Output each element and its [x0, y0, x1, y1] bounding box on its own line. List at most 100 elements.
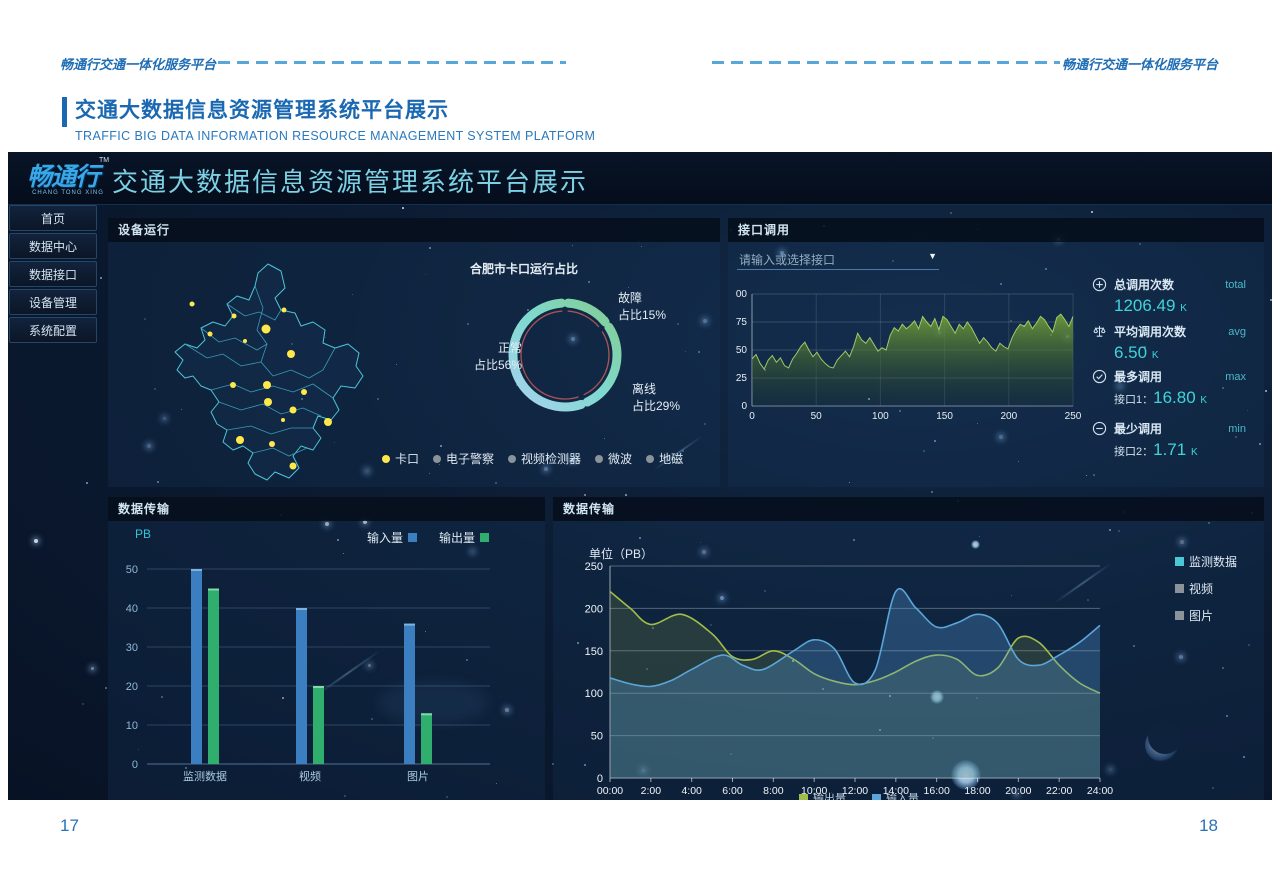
legend-swatch [595, 454, 604, 463]
svg-text:250: 250 [585, 561, 603, 573]
bottom-legend-item-0[interactable]: 输出量 [799, 790, 846, 800]
dashboard-title: 交通大数据信息资源管理系统平台展示 [112, 167, 589, 197]
legend-swatch [480, 533, 489, 542]
legend-swatch [382, 454, 390, 463]
page-subtitle: TRAFFIC BIG DATA INFORMATION RESOURCE MA… [75, 129, 596, 143]
scale-icon [1092, 324, 1107, 339]
device-legend-item-4[interactable]: 地磁 [646, 450, 683, 467]
star [82, 703, 85, 706]
svg-text:22:00: 22:00 [1046, 785, 1072, 797]
star [105, 687, 108, 690]
legend-label: 监测数据 [1189, 555, 1238, 569]
circle-check-icon [1092, 369, 1107, 384]
stat-total: 总调用次数 total 1206.49 K [1092, 276, 1260, 316]
svg-text:2:00: 2:00 [641, 785, 662, 797]
sidebar-item-2[interactable]: 数据接口 [9, 261, 97, 287]
legend-swatch [1175, 584, 1184, 593]
svg-text:图片: 图片 [407, 770, 429, 783]
stat-tag: max [1225, 370, 1246, 383]
star [34, 539, 38, 543]
chevron-down-icon[interactable]: ▼ [928, 251, 937, 261]
star [100, 277, 102, 279]
svg-text:30: 30 [126, 642, 138, 654]
svg-text:100: 100 [736, 289, 747, 300]
y-axis-unit-label: PB [135, 527, 152, 541]
sidebar-item-1[interactable]: 数据中心 [9, 233, 97, 259]
svg-text:视频: 视频 [299, 769, 321, 783]
svg-text:0: 0 [132, 759, 138, 771]
stat-value: 1206.49 [1114, 296, 1176, 315]
donut-label-offline: 离线 占比29% [632, 382, 681, 413]
legend-label: 地磁 [659, 452, 684, 466]
stat-unit: K [1190, 447, 1198, 458]
bar-legend-item-0[interactable]: 输入量 [367, 529, 417, 546]
side-legend-item-2[interactable]: 图片 [1175, 607, 1237, 624]
star [1270, 299, 1272, 301]
legend-label: 输出量 [813, 793, 846, 800]
stat-prefix: 接口2： [1114, 446, 1154, 458]
sidebar-item-3[interactable]: 设备管理 [9, 289, 97, 315]
donut-label-fault: 故障 占比15% [618, 291, 667, 322]
svg-text:150: 150 [936, 411, 953, 422]
stat-value: 16.80 [1153, 388, 1196, 407]
header-dashed-line-left [218, 61, 566, 64]
circle-minus-icon [1092, 421, 1107, 436]
star [402, 207, 404, 209]
legend-swatch [799, 793, 808, 800]
legend-swatch [872, 793, 881, 800]
side-legend-item-1[interactable]: 视频 [1175, 580, 1237, 597]
svg-text:50: 50 [736, 345, 747, 356]
stat-label: 最多调用 [1114, 370, 1163, 384]
star [86, 482, 88, 484]
stat-unit: K [1200, 395, 1208, 406]
device-legend-item-3[interactable]: 微波 [595, 450, 632, 467]
bottom-legend-item-1[interactable]: 输入量 [872, 790, 919, 800]
bar-chart-legend: 输入量 输出量 [367, 529, 489, 546]
svg-text:12:00: 12:00 [842, 785, 868, 797]
svg-text:0: 0 [749, 411, 755, 422]
svg-text:100: 100 [872, 411, 889, 422]
logo-trademark: TM [98, 157, 110, 164]
side-legend-item-0[interactable]: 监测数据 [1175, 553, 1237, 570]
svg-text:16:00: 16:00 [924, 785, 950, 797]
svg-text:50: 50 [811, 411, 823, 422]
bar-legend-item-1[interactable]: 输出量 [439, 529, 489, 546]
device-legend-item-0[interactable]: 卡口 [382, 450, 419, 467]
stat-value: 6.50 [1114, 343, 1148, 362]
timeseries-side-legend: 监测数据 视频 图片 [1175, 553, 1237, 624]
legend-swatch [508, 454, 517, 463]
page-title: 交通大数据信息资源管理系统平台展示 [75, 99, 449, 122]
stat-min: 最少调用 min 接口2：1.71 K [1092, 420, 1260, 460]
legend-label: 视频检测器 [521, 452, 582, 466]
legend-label: 输出量 [438, 531, 475, 545]
stat-avg: 平均调用次数 avg 6.50 K [1092, 323, 1260, 363]
panel-device-title: 设备运行 [108, 218, 720, 242]
star [1091, 211, 1094, 214]
legend-label: 视频 [1189, 582, 1214, 596]
star [950, 212, 953, 215]
svg-text:20: 20 [126, 681, 138, 693]
crescent-moon [1145, 720, 1182, 762]
title-accent-bar [62, 97, 67, 127]
legend-swatch [1175, 611, 1184, 620]
stat-tag: min [1228, 422, 1246, 435]
star [1265, 390, 1268, 393]
star [625, 494, 627, 496]
sidebar-item-0[interactable]: 首页 [9, 205, 97, 231]
star [931, 491, 934, 494]
legend-swatch [646, 454, 655, 463]
sidebar-item-4[interactable]: 系统配置 [9, 317, 97, 343]
api-select-dropdown[interactable]: 请输入或选择接口 ▼ [737, 248, 939, 270]
dropdown-placeholder: 请输入或选择接口 [739, 253, 836, 267]
svg-text:00:00: 00:00 [597, 785, 623, 797]
legend-label: 输入量 [886, 793, 919, 800]
stat-tag: avg [1228, 325, 1246, 338]
svg-text:8:00: 8:00 [763, 785, 784, 797]
device-legend-item-2[interactable]: 视频检测器 [508, 450, 581, 467]
device-legend-item-1[interactable]: 电子警察 [433, 450, 494, 467]
svg-text:100: 100 [585, 688, 603, 700]
legend-label: 图片 [1189, 609, 1214, 623]
dashboard-screenshot: 畅通行TM CHANG TONG XING 交通大数据信息资源管理系统平台展示 … [8, 152, 1272, 800]
stat-label: 总调用次数 [1114, 278, 1175, 292]
stat-label: 最少调用 [1114, 422, 1163, 436]
